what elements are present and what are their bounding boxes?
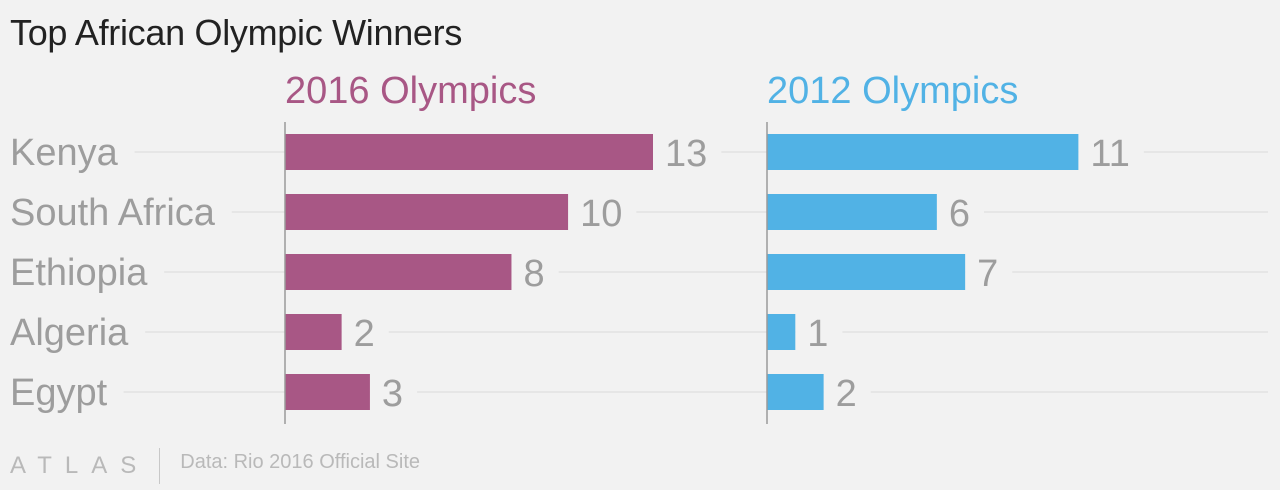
bar — [285, 314, 342, 350]
chart-title: Top African Olympic Winners — [10, 12, 463, 53]
category-label-bg — [8, 312, 146, 354]
category-label-bg — [8, 132, 135, 174]
category-label-bg — [8, 192, 232, 234]
value-label: 8 — [523, 253, 544, 295]
bar — [767, 314, 796, 350]
category-label-bg — [8, 252, 165, 294]
category-label: Egypt — [10, 372, 108, 414]
value-label-bg — [1078, 133, 1144, 175]
value-label: 11 — [1090, 133, 1129, 175]
value-label-bg — [795, 313, 843, 355]
bar — [767, 254, 966, 290]
series-header: 2012 Olympics — [767, 70, 1018, 112]
value-label-bg — [369, 373, 418, 415]
bar — [285, 374, 370, 410]
value-label-bg — [653, 133, 722, 175]
footer-divider — [159, 448, 161, 484]
bar-chart: Kenya South Africa Ethiopia Algeria Egypt 201… — [8, 70, 1268, 424]
source-note: Data: Rio 2016 Official Site — [180, 450, 421, 473]
value-label-bg — [823, 373, 871, 415]
category-label-bg — [8, 372, 124, 414]
value-label: 10 — [580, 193, 622, 235]
value-label: 6 — [949, 193, 970, 235]
atlas-logo: ATLAS — [10, 452, 150, 479]
bar — [285, 134, 653, 170]
value-label-bg — [568, 193, 637, 235]
value-label-bg — [965, 253, 1013, 295]
footer: ATLAS Data: Rio 2016 Official Site — [10, 446, 420, 486]
bar — [767, 374, 824, 410]
value-label-bg — [511, 253, 559, 295]
value-label: 1 — [807, 313, 828, 355]
category-label: Ethiopia — [10, 252, 148, 294]
value-label: 2 — [354, 313, 375, 355]
bar — [767, 194, 937, 230]
value-label-bg — [341, 313, 389, 355]
bar — [285, 194, 569, 230]
value-label: 3 — [382, 373, 403, 415]
category-label: Kenya — [10, 132, 119, 174]
value-label-bg — [936, 193, 984, 235]
value-label: 13 — [665, 133, 707, 175]
bar — [285, 254, 512, 290]
category-label: South Africa — [10, 192, 216, 234]
value-label: 7 — [977, 253, 998, 295]
bar — [767, 134, 1079, 170]
category-label: Algeria — [10, 312, 129, 354]
value-label: 2 — [836, 373, 857, 415]
series-header: 2016 Olympics — [285, 70, 536, 112]
